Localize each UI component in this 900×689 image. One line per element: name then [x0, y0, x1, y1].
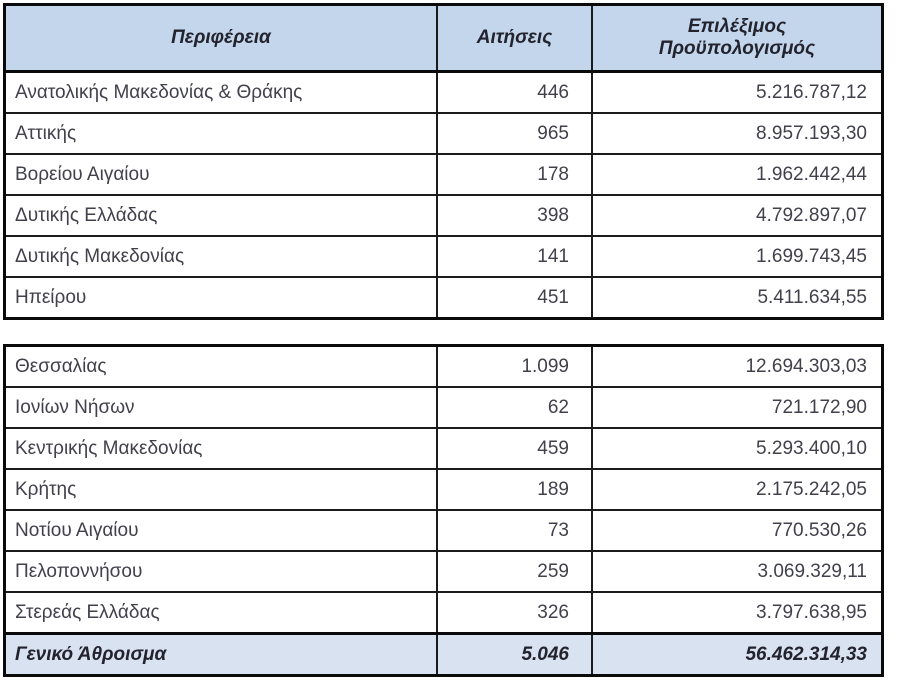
- applications-cell: 451: [438, 278, 593, 317]
- column-header-budget: Επιλέξιμος Προϋπολογισμός: [658, 16, 816, 59]
- budget-cell: 721.172,90: [771, 396, 867, 418]
- region-cell: Ιονίων Νήσων: [6, 388, 438, 427]
- table-row: Πελοποννήσου 259 3.069.329,11: [6, 552, 881, 593]
- grand-total-row: Γενικό Άθροισμα 5.046 56.462.314,33: [6, 635, 881, 674]
- table-row: Ηπείρου 451 5.411.634,55: [6, 278, 881, 317]
- region-cell: Κεντρικής Μακεδονίας: [6, 429, 438, 468]
- applications-cell: 459: [438, 429, 593, 468]
- budget-cell: 3.069.329,11: [757, 560, 867, 582]
- region-cell: Στερεάς Ελλάδας: [6, 593, 438, 632]
- applications-cell: 189: [438, 470, 593, 509]
- applications-cell: 398: [438, 196, 593, 235]
- table-row: Κρήτης 189 2.175.242,05: [6, 470, 881, 511]
- region-cell: Δυτικής Ελλάδας: [6, 196, 438, 235]
- applications-cell: 62: [438, 388, 593, 427]
- table-row: Βορείου Αιγαίου 178 1.962.442,44: [6, 155, 881, 196]
- budget-cell: 5.293.400,10: [756, 437, 867, 459]
- column-header-applications: Αιτήσεις: [438, 6, 593, 70]
- table-row: Νοτίου Αιγαίου 73 770.530,26: [6, 511, 881, 552]
- grand-total-applications: 5.046: [438, 635, 593, 674]
- table-row: Ανατολικής Μακεδονίας & Θράκης 446 5.216…: [6, 73, 881, 114]
- region-cell: Βορείου Αιγαίου: [6, 155, 438, 194]
- region-cell: Αττικής: [6, 114, 438, 153]
- regions-table-upper-section: Περιφέρεια Αιτήσεις Επιλέξιμος Προϋπολογ…: [3, 3, 884, 320]
- applications-cell: 178: [438, 155, 593, 194]
- budget-cell: 3.797.638,95: [756, 601, 867, 623]
- budget-cell: 5.216.787,12: [756, 81, 867, 103]
- budget-cell: 770.530,26: [771, 519, 867, 541]
- applications-cell: 965: [438, 114, 593, 153]
- budget-cell: 2.175.242,05: [756, 478, 867, 500]
- region-cell: Ανατολικής Μακεδονίας & Θράκης: [6, 73, 438, 112]
- applications-cell: 1.099: [438, 347, 593, 386]
- region-cell: Κρήτης: [6, 470, 438, 509]
- budget-cell: 1.699.743,45: [756, 245, 867, 267]
- applications-cell: 446: [438, 73, 593, 112]
- grand-total-budget: 56.462.314,33: [745, 643, 867, 665]
- budget-cell: 5.411.634,55: [757, 286, 867, 308]
- table-row: Αττικής 965 8.957.193,30: [6, 114, 881, 155]
- table-row: Δυτικής Ελλάδας 398 4.792.897,07: [6, 196, 881, 237]
- region-cell: Θεσσαλίας: [6, 347, 438, 386]
- table-header-row: Περιφέρεια Αιτήσεις Επιλέξιμος Προϋπολογ…: [6, 6, 881, 73]
- budget-cell: 1.962.442,44: [756, 163, 867, 185]
- applications-cell: 141: [438, 237, 593, 276]
- budget-cell: 12.694.303,03: [745, 355, 867, 377]
- table-row: Ιονίων Νήσων 62 721.172,90: [6, 388, 881, 429]
- region-cell: Δυτικής Μακεδονίας: [6, 237, 438, 276]
- region-cell: Πελοποννήσου: [6, 552, 438, 591]
- region-cell: Ηπείρου: [6, 278, 438, 317]
- table-row: Στερεάς Ελλάδας 326 3.797.638,95: [6, 593, 881, 635]
- applications-cell: 259: [438, 552, 593, 591]
- grand-total-label: Γενικό Άθροισμα: [6, 635, 438, 674]
- region-cell: Νοτίου Αιγαίου: [6, 511, 438, 550]
- budget-cell: 8.957.193,30: [756, 122, 867, 144]
- applications-cell: 73: [438, 511, 593, 550]
- table-row: Θεσσαλίας 1.099 12.694.303,03: [6, 347, 881, 388]
- budget-cell: 4.792.897,07: [756, 204, 867, 226]
- table-row: Δυτικής Μακεδονίας 141 1.699.743,45: [6, 237, 881, 278]
- regions-table-lower-section: Θεσσαλίας 1.099 12.694.303,03 Ιονίων Νήσ…: [3, 344, 884, 677]
- table-row: Κεντρικής Μακεδονίας 459 5.293.400,10: [6, 429, 881, 470]
- applications-cell: 326: [438, 593, 593, 632]
- column-header-region: Περιφέρεια: [6, 6, 438, 70]
